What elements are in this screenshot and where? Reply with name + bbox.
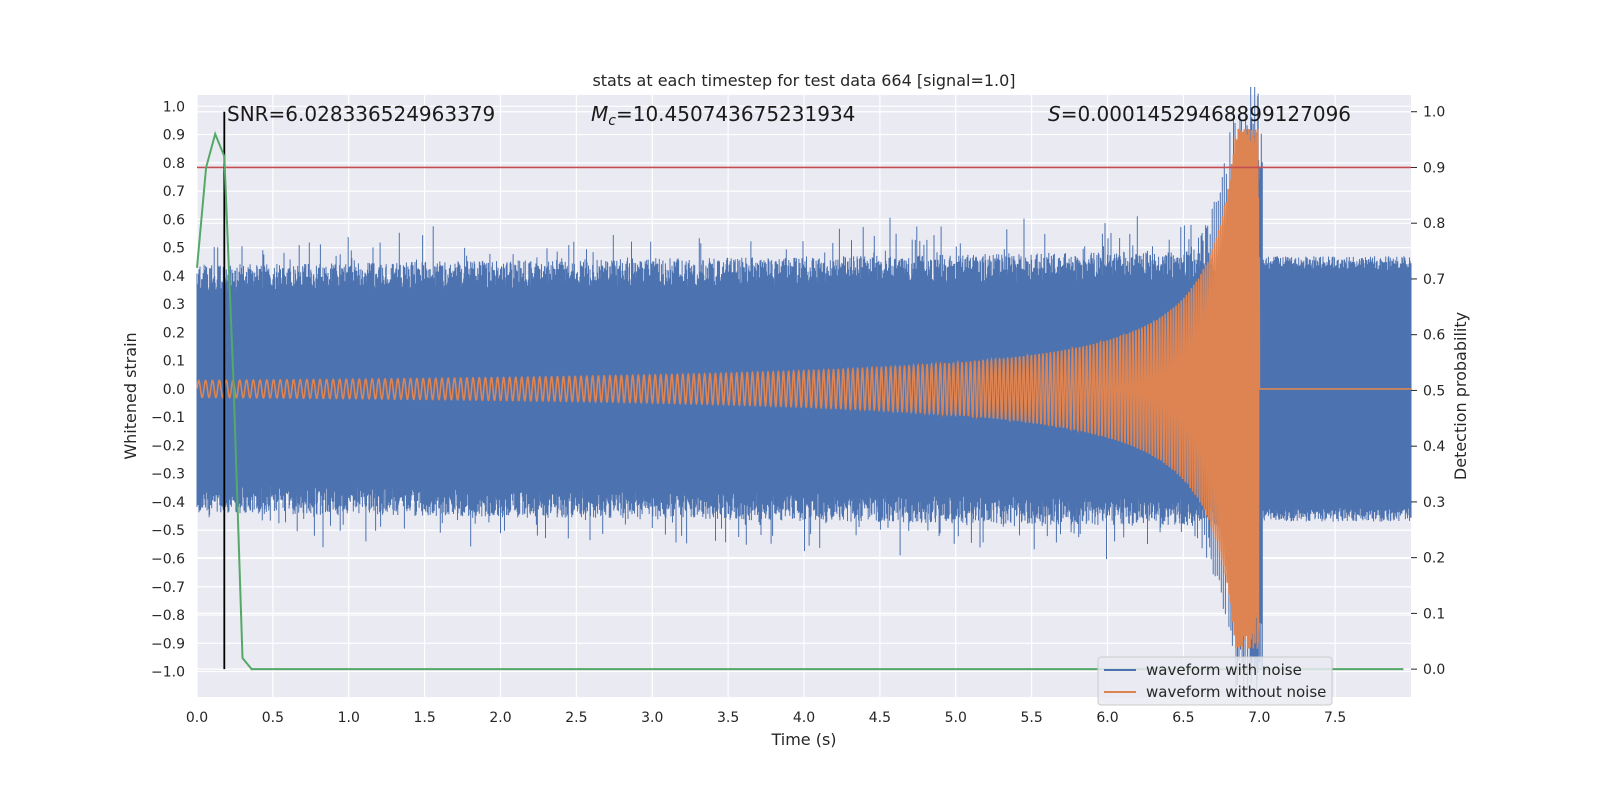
y-right-tick-label: 0.7 [1423, 272, 1445, 288]
s-symbol: S [1048, 102, 1061, 126]
x-tick-label: 3.0 [641, 710, 663, 726]
y-right-tick-label: 0.6 [1423, 328, 1445, 344]
y-left-tick-label: 1.0 [163, 99, 185, 115]
x-tick-label: 7.0 [1248, 710, 1270, 726]
y-left-tick-label: −0.1 [151, 410, 185, 426]
y-right-tick-label: 0.2 [1423, 551, 1445, 567]
y-right-tick-label: 1.0 [1423, 105, 1445, 121]
legend: waveform with noise waveform without noi… [1097, 656, 1333, 706]
y-left-tick-label: −0.4 [151, 495, 185, 511]
x-tick-label: 6.5 [1172, 710, 1194, 726]
clean-trace [196, 128, 1412, 649]
y-left-tick-label: 0.1 [163, 354, 185, 370]
y-axis-left-ticks: 1.0 0.9 0.8 0.7 0.6 0.5 0.4 0.3 0.2 0.1 0.0 −0.1 −0.… [151, 99, 185, 680]
y-left-tick-label: −0.9 [151, 636, 185, 652]
x-tick-label: 4.0 [793, 710, 815, 726]
y-left-tick-label: −0.3 [151, 467, 185, 483]
y-right-tick-label: 0.5 [1423, 383, 1445, 399]
y-left-tick-label: 0.8 [163, 156, 185, 172]
y-left-tick-label: −0.7 [151, 580, 185, 596]
y-axis-right-label: Detection probability [1451, 312, 1470, 480]
y-left-tick-label: 0.7 [163, 184, 185, 200]
mc-value: =10.450743675231934 [616, 102, 855, 126]
x-tick-label: 0.0 [186, 710, 208, 726]
x-tick-label: 5.5 [1020, 710, 1042, 726]
y-left-tick-label: −0.8 [151, 608, 185, 624]
x-tick-label: 3.5 [717, 710, 739, 726]
snr-annotation: SNR=6.028336524963379 [227, 102, 495, 126]
y-left-tick-label: 0.6 [163, 212, 185, 228]
x-axis-ticks: 0.0 0.5 1.0 1.5 2.0 2.5 3.0 3.5 4.0 4.5 5.0 5.5 6.0 6… [186, 710, 1346, 726]
chirp-mass-annotation: Mc=10.450743675231934 [591, 102, 855, 129]
x-tick-label: 7.5 [1324, 710, 1346, 726]
y-left-tick-label: 0.5 [163, 241, 185, 257]
x-tick-label: 2.0 [489, 710, 511, 726]
y-axis-left-label: Whitened strain [121, 332, 140, 459]
y-left-tick-label: 0.2 [163, 325, 185, 341]
x-tick-label: 0.5 [262, 710, 284, 726]
y-left-tick-label: −0.5 [151, 523, 185, 539]
y-right-tick-label: 0.8 [1423, 216, 1445, 232]
s-annotation: S=0.00014529468899127096 [1048, 102, 1351, 126]
s-value: =0.00014529468899127096 [1061, 102, 1351, 126]
x-axis-label: Time (s) [770, 730, 836, 749]
x-tick-label: 1.0 [338, 710, 360, 726]
y-right-tick-label: 0.4 [1423, 439, 1445, 455]
mc-symbol: M [591, 102, 608, 126]
x-tick-label: 5.0 [945, 710, 967, 726]
legend-label-noise: waveform with noise [1146, 661, 1302, 679]
y-left-tick-label: 0.4 [163, 269, 185, 285]
y-axis-right-ticks: 1.0 0.9 0.8 0.7 0.6 0.5 0.4 0.3 0.2 0.1 0.0 [1411, 105, 1445, 678]
y-right-tick-label: 0.0 [1423, 662, 1445, 678]
y-left-tick-label: 0.3 [163, 297, 185, 313]
x-tick-label: 4.5 [869, 710, 891, 726]
mc-subscript: c [608, 113, 616, 129]
y-left-tick-label: −1.0 [151, 665, 185, 681]
series-detection-probability [196, 111, 1411, 671]
legend-box [1097, 656, 1333, 706]
y-left-tick-label: −0.6 [151, 552, 185, 568]
y-right-tick-label: 0.9 [1423, 160, 1445, 176]
y-right-tick-label: 0.1 [1423, 606, 1445, 622]
x-tick-label: 6.0 [1096, 710, 1118, 726]
probability-trace [196, 130, 1404, 671]
y-left-tick-label: −0.2 [151, 438, 185, 454]
legend-label-clean: waveform without noise [1146, 683, 1326, 701]
y-right-tick-label: 0.3 [1423, 495, 1445, 511]
x-tick-label: 1.5 [413, 710, 435, 726]
y-left-tick-label: 0.9 [163, 128, 185, 144]
x-tick-label: 2.5 [565, 710, 587, 726]
y-left-tick-label: 0.0 [163, 382, 185, 398]
series-waveform-without-noise [196, 128, 1412, 649]
chart-title: stats at each timestep for test data 664… [592, 71, 1015, 90]
